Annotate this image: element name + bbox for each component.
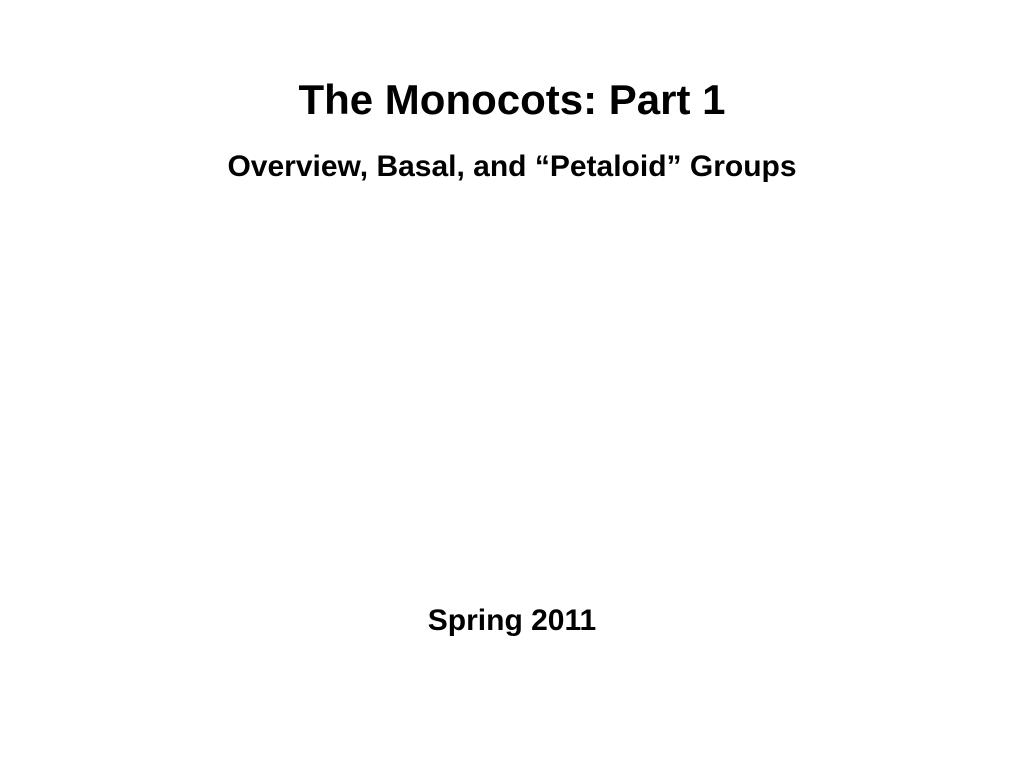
slide-title: The Monocots: Part 1 [0,76,1024,124]
slide-container: The Monocots: Part 1 Overview, Basal, an… [0,0,1024,768]
slide-subtitle: Overview, Basal, and “Petaloid” Groups [0,150,1024,184]
slide-footer: Spring 2011 [0,604,1024,638]
